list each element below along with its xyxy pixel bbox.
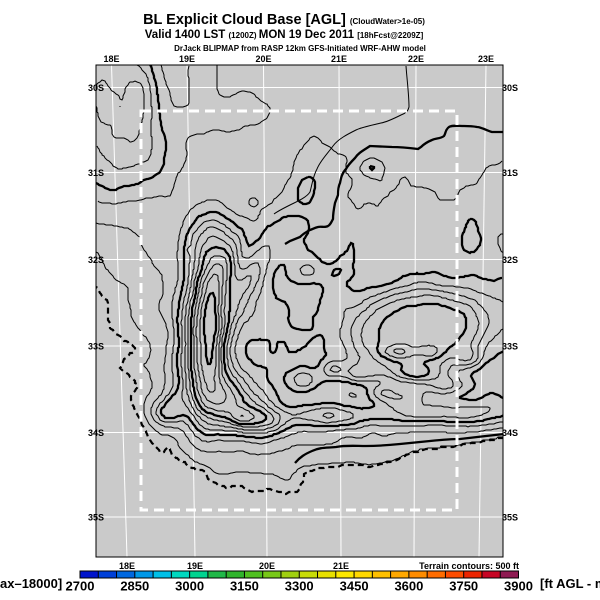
svg-text:30S: 30S xyxy=(502,83,518,93)
svg-text:3450: 3450 xyxy=(340,579,369,594)
svg-text:3300: 3300 xyxy=(285,579,314,594)
svg-text:20E: 20E xyxy=(255,54,271,64)
svg-text:3900: 3900 xyxy=(504,579,533,594)
svg-text:3000: 3000 xyxy=(175,579,204,594)
svg-text:20E: 20E xyxy=(259,561,275,571)
svg-text:34S: 34S xyxy=(88,428,104,438)
svg-text:30S: 30S xyxy=(88,83,104,93)
svg-text:18E: 18E xyxy=(103,54,119,64)
svg-text:31S: 31S xyxy=(502,168,518,178)
svg-text:35S: 35S xyxy=(502,513,518,523)
svg-text:19E: 19E xyxy=(179,54,195,64)
svg-text:35S: 35S xyxy=(88,513,104,523)
svg-text:32S: 32S xyxy=(88,255,104,265)
svg-text:33S: 33S xyxy=(502,342,518,352)
svg-text:18E: 18E xyxy=(119,561,135,571)
svg-text:31S: 31S xyxy=(88,168,104,178)
svg-text:3600: 3600 xyxy=(394,579,423,594)
svg-text:19E: 19E xyxy=(187,561,203,571)
svg-text:Terrain contours: 500 ft: Terrain contours: 500 ft xyxy=(419,561,519,571)
svg-text:2700: 2700 xyxy=(66,579,95,594)
svg-text:DrJack BLIPMAP from RASP 12km: DrJack BLIPMAP from RASP 12km GFS-Initia… xyxy=(174,44,426,53)
svg-text:ax–18000]: ax–18000] xyxy=(0,576,62,591)
svg-text:[ft AGL - m: [ft AGL - m xyxy=(540,576,600,591)
svg-text:21E: 21E xyxy=(331,54,347,64)
svg-text:3750: 3750 xyxy=(449,579,478,594)
svg-text:23E: 23E xyxy=(478,54,494,64)
svg-text:21E: 21E xyxy=(333,561,349,571)
svg-text:BL Explicit Cloud Base [AGL] (: BL Explicit Cloud Base [AGL] (CloudWater… xyxy=(143,12,425,28)
svg-text:34S: 34S xyxy=(502,428,518,438)
svg-text:2850: 2850 xyxy=(120,579,149,594)
svg-text:Valid 1400 LST (1200Z) MON 19: Valid 1400 LST (1200Z) MON 19 Dec 2011 [… xyxy=(145,29,424,41)
svg-text:3150: 3150 xyxy=(230,579,259,594)
svg-text:32S: 32S xyxy=(502,255,518,265)
svg-text:33S: 33S xyxy=(88,342,104,352)
svg-text:22E: 22E xyxy=(408,54,424,64)
